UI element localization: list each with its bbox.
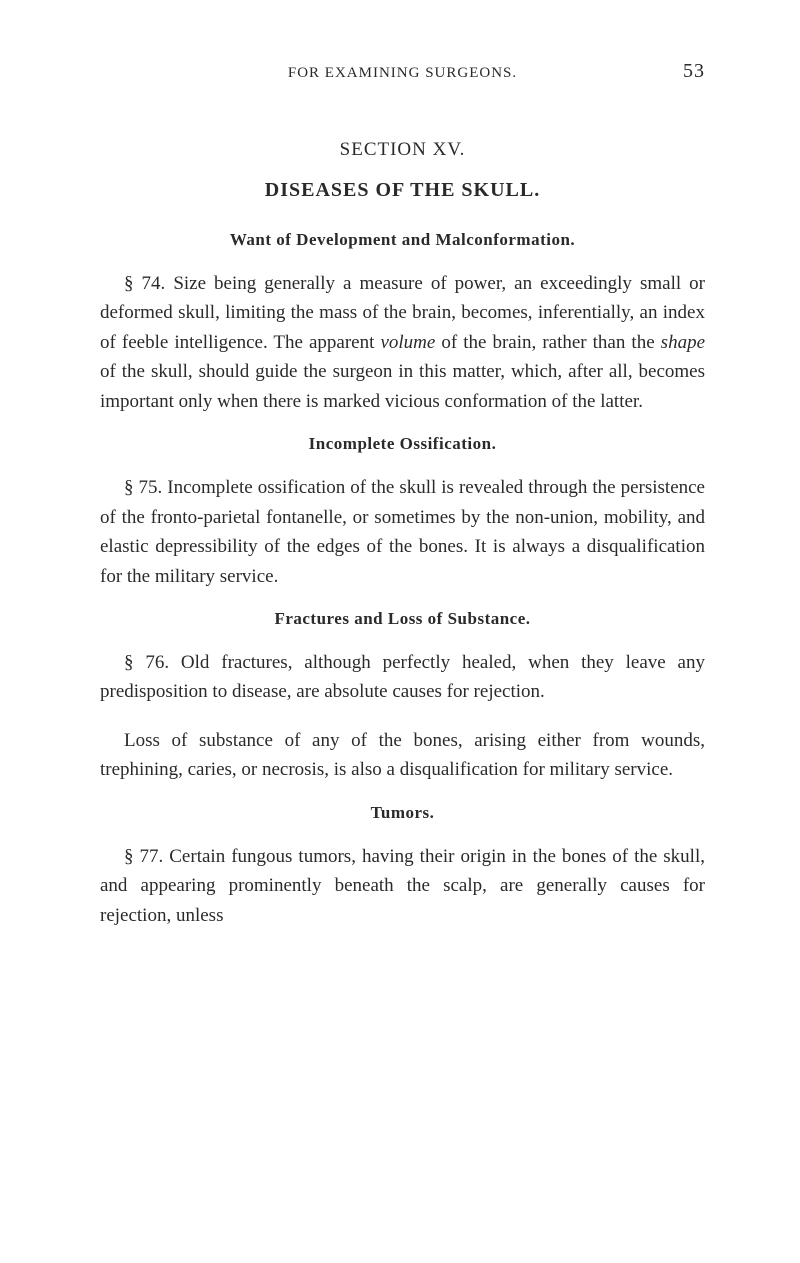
paragraph-76: § 76. Old fractures, although perfectly … [100,648,705,707]
running-header: FOR EXAMINING SURGEONS. 53 [100,60,705,83]
para-text: of the brain, rather than the [435,332,660,353]
paragraph-75: § 75. Incomplete ossification of the sku… [100,473,705,591]
heading-fractures: Fractures and Loss of Substance. [100,609,705,629]
paragraph-74: § 74. Size being generally a measure of … [100,269,705,416]
section-number: SECTION XV. [100,139,705,161]
italic-volume: volume [380,332,435,353]
page-number: 53 [665,60,705,83]
para-text: of the skull, should guide the surgeon i… [100,361,705,411]
chapter-title: DISEASES OF THE SKULL. [100,179,705,202]
italic-shape: shape [661,332,705,353]
running-title: FOR EXAMINING SURGEONS. [100,65,665,82]
heading-tumors: Tumors. [100,803,705,823]
paragraph-76b: Loss of substance of any of the bones, a… [100,726,705,785]
paragraph-77: § 77. Certain fungous tumors, having the… [100,842,705,930]
page: FOR EXAMINING SURGEONS. 53 SECTION XV. D… [0,0,800,1263]
heading-want-of-development: Want of Development and Malconformation. [100,230,705,250]
heading-incomplete-ossification: Incomplete Ossification. [100,434,705,454]
